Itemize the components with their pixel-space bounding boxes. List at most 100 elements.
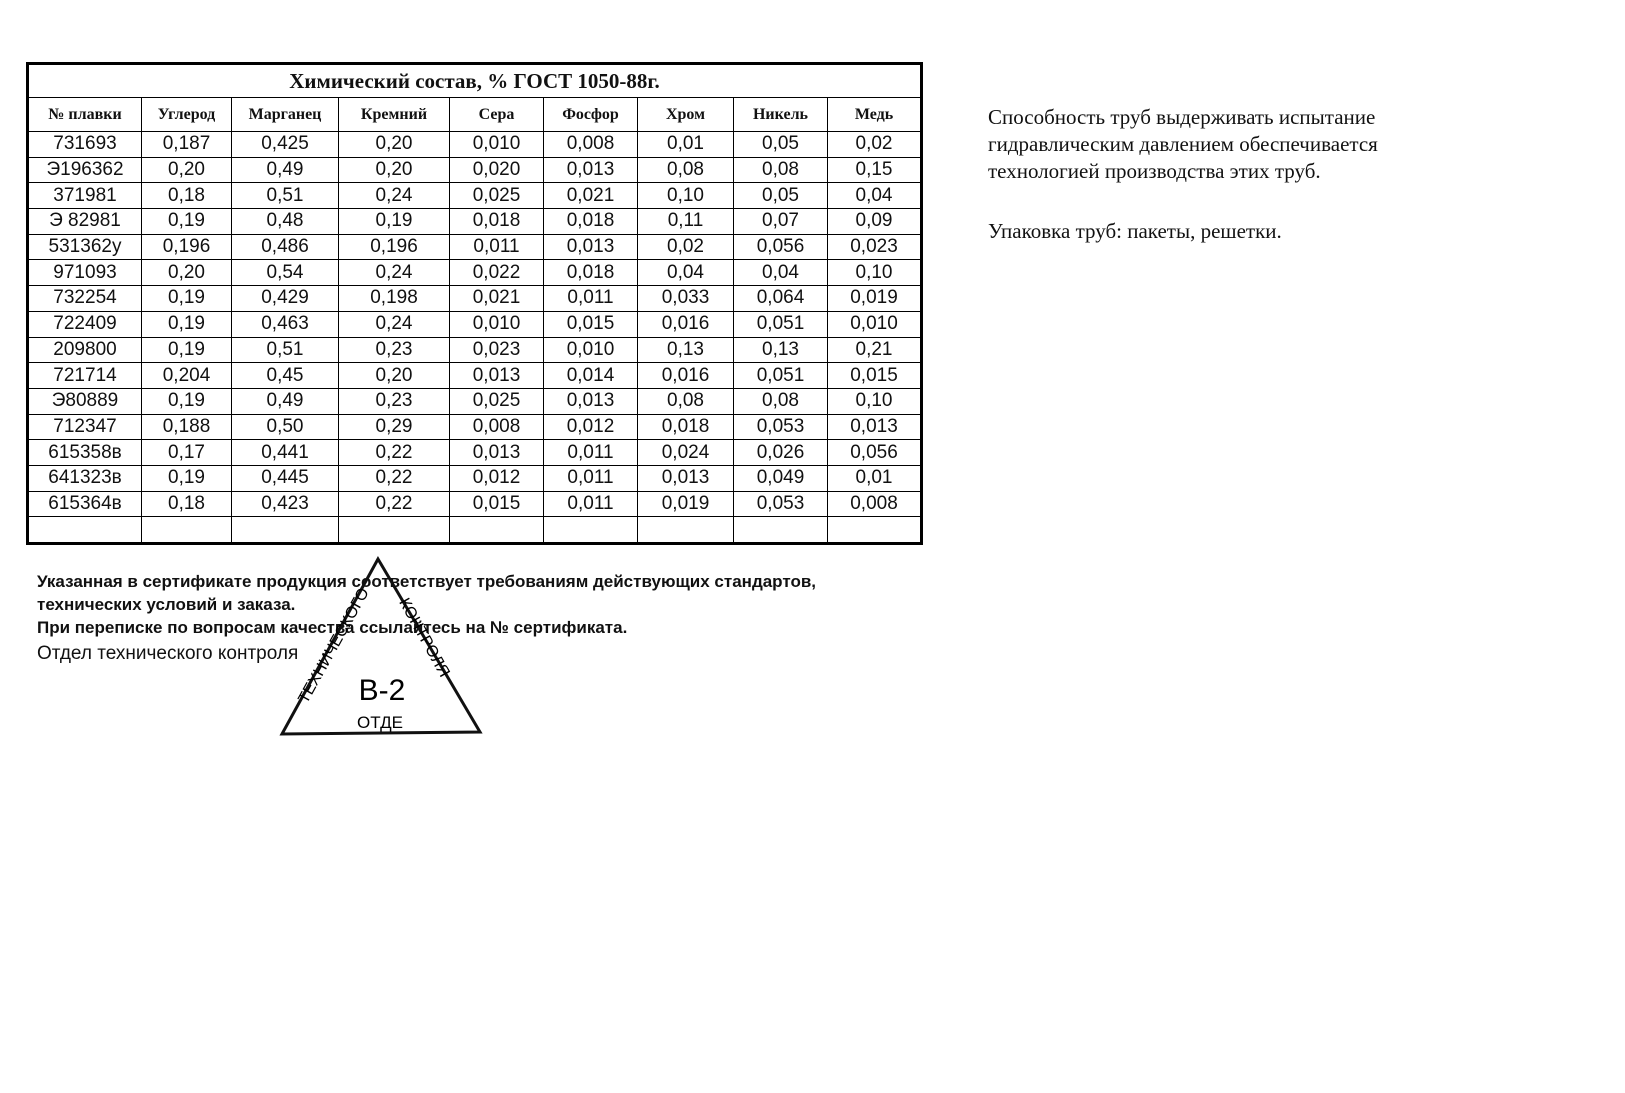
cell: 0,10 xyxy=(826,387,923,415)
cell: 0,429 xyxy=(231,285,339,312)
cell: 0,051 xyxy=(733,310,828,338)
header-cell: № плавки xyxy=(27,97,142,132)
cell: 0,04 xyxy=(826,182,923,210)
row: 371981 0,18 0,51 0,24 0,025 0,021 0,10 0,05 0,04 xyxy=(27,182,923,210)
row: 971093 0,20 0,54 0,24 0,022 0,018 0,04 0,04 0,10 xyxy=(27,259,923,287)
empty-row xyxy=(27,516,923,544)
cell: 0,22 xyxy=(338,490,450,518)
row: 731693 0,187 0,425 0,20 0,010 0,008 0,01 0,05 0,… xyxy=(27,131,923,158)
cell: 0,04 xyxy=(637,259,734,287)
cell: Э80889 xyxy=(27,387,142,415)
cell: 0,23 xyxy=(338,387,450,415)
footer: Указанная в сертификате продукция соотве… xyxy=(37,570,937,665)
cell: 0,02 xyxy=(826,131,923,158)
cell: 531362у xyxy=(27,233,142,261)
cell: 0,18 xyxy=(141,490,232,518)
row: 712347 0,188 0,50 0,29 0,008 0,012 0,018 0,053 0… xyxy=(27,413,923,441)
cell: 0,053 xyxy=(733,490,828,518)
cell: 0,24 xyxy=(338,310,450,338)
row: Э80889 0,19 0,49 0,23 0,025 0,013 0,08 0,08 0,10 xyxy=(27,387,923,415)
stamp-text: ОТДЕ xyxy=(357,713,403,732)
cell: 721714 xyxy=(27,362,142,389)
empty-cell xyxy=(231,516,339,544)
cell: 0,051 xyxy=(733,362,828,389)
stamp-text: КОНТРОЛЯ xyxy=(395,595,452,680)
cell: 0,18 xyxy=(141,182,232,210)
cell: 0,10 xyxy=(826,259,923,287)
header-cell: Медь xyxy=(826,97,923,132)
cell: 0,023 xyxy=(449,336,544,364)
cell: 0,19 xyxy=(141,208,232,235)
cell: 0,019 xyxy=(637,490,734,518)
cell: 0,08 xyxy=(637,156,734,184)
cell: 731693 xyxy=(27,131,142,158)
empty-cell xyxy=(637,516,734,544)
row: 615364в 0,18 0,423 0,22 0,015 0,011 0,019 0,053… xyxy=(27,490,923,518)
cell: 0,019 xyxy=(826,285,923,312)
row: 722409 0,19 0,463 0,24 0,010 0,015 0,016 0,051 0… xyxy=(27,310,923,338)
cell: 0,008 xyxy=(826,490,923,518)
header-cell: Хром xyxy=(637,97,734,132)
cell: 0,033 xyxy=(637,285,734,312)
cell: 0,05 xyxy=(733,182,828,210)
side-line: Способность труб выдерживать испытание xyxy=(988,105,1376,129)
cell: 0,023 xyxy=(826,233,923,261)
cell: 0,021 xyxy=(543,182,638,210)
empty-cell xyxy=(543,516,638,544)
cell: 0,013 xyxy=(449,362,544,389)
footer-line: При переписке по вопросам качества ссыла… xyxy=(37,618,628,637)
cell: 0,012 xyxy=(449,464,544,492)
cell: 0,50 xyxy=(231,413,339,441)
cell: 0,19 xyxy=(141,310,232,338)
cell: 0,486 xyxy=(231,233,339,261)
empty-cell xyxy=(27,516,142,544)
cell: 0,24 xyxy=(338,182,450,210)
row: 732254 0,19 0,429 0,198 0,021 0,011 0,033 0,064… xyxy=(27,285,923,312)
header-cell: Марганец xyxy=(231,97,339,132)
row: 209800 0,19 0,51 0,23 0,023 0,010 0,13 0,13 0,21 xyxy=(27,336,923,364)
cell: Э196362 xyxy=(27,156,142,184)
side-text: Способность труб выдерживать испытание ги… xyxy=(988,104,1378,185)
cell: 722409 xyxy=(27,310,142,338)
cell: 371981 xyxy=(27,182,142,210)
cell: 641323в xyxy=(27,464,142,492)
cell: 0,013 xyxy=(543,233,638,261)
empty-cell xyxy=(826,516,923,544)
cell: 0,015 xyxy=(826,362,923,389)
side-line: технологией производства этих труб. xyxy=(988,159,1321,183)
row: Э196362 0,20 0,49 0,20 0,020 0,013 0,08 0,08 0,1… xyxy=(27,156,923,184)
cell: 0,025 xyxy=(449,387,544,415)
cell: 732254 xyxy=(27,285,142,312)
cell: 0,445 xyxy=(231,464,339,492)
footer-line: Отдел технического контроля xyxy=(37,643,299,664)
header-cell: Кремний xyxy=(338,97,450,132)
cell: 0,011 xyxy=(543,490,638,518)
cell: 0,008 xyxy=(449,413,544,441)
cell: 0,012 xyxy=(543,413,638,441)
side-text: Упаковка труб: пакеты, решетки. xyxy=(988,219,1282,243)
cell: 0,49 xyxy=(231,387,339,415)
cell: 0,025 xyxy=(449,182,544,210)
header-cell: Сера xyxy=(449,97,544,132)
cell: 0,425 xyxy=(231,131,339,158)
cell: 0,15 xyxy=(826,156,923,184)
cell: 0,07 xyxy=(733,208,828,235)
row: 721714 0,204 0,45 0,20 0,013 0,014 0,016 0,051 0… xyxy=(27,362,923,389)
cell: 971093 xyxy=(27,259,142,287)
cell: 0,204 xyxy=(141,362,232,389)
cell: 0,013 xyxy=(543,387,638,415)
chem-table: Химический состав, % ГОСТ 1050-88г. № пл… xyxy=(26,62,924,545)
row: Э 82981 0,19 0,48 0,19 0,018 0,018 0,11 0,07 0,0… xyxy=(27,208,923,235)
cell: 0,13 xyxy=(733,336,828,364)
cell: 0,19 xyxy=(141,464,232,492)
cell: 0,053 xyxy=(733,413,828,441)
row: 641323в 0,19 0,445 0,22 0,012 0,011 0,013 0,049… xyxy=(27,464,923,492)
cell: 0,011 xyxy=(543,464,638,492)
footer-line: технических условий и заказа. xyxy=(37,595,296,614)
row: 531362у 0,196 0,486 0,196 0,011 0,013 0,02 0,05… xyxy=(27,233,923,261)
footer-line: Указанная в сертификате продукция соотве… xyxy=(37,572,817,591)
cell: 0,056 xyxy=(826,439,923,466)
empty-cell xyxy=(449,516,544,544)
